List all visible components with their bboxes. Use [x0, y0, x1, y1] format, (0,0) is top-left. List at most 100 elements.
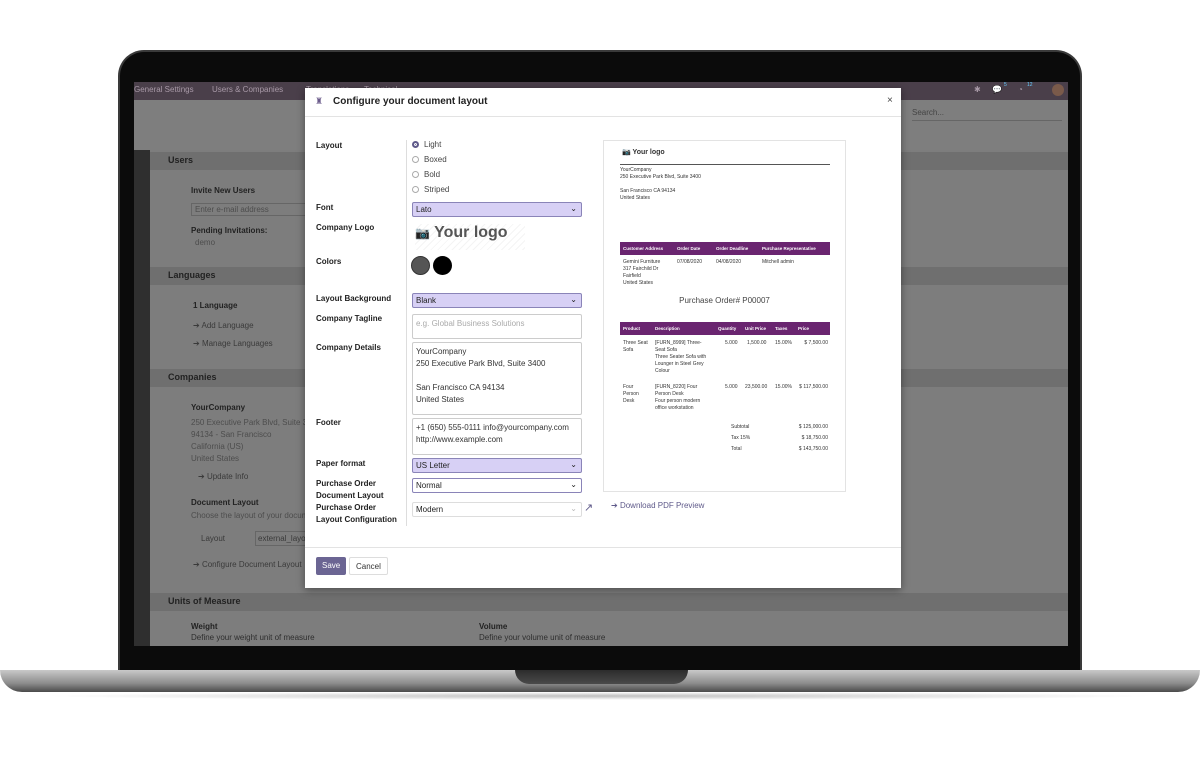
layout-background-value: Blank: [416, 296, 437, 305]
secondary-color-swatch[interactable]: [433, 256, 452, 275]
footer-input[interactable]: +1 (650) 555-0111 info@yourcompany.com h…: [412, 418, 582, 455]
radio-icon: [412, 156, 419, 163]
header-cell: Order Deadline: [716, 246, 749, 251]
header-cell: Taxes: [775, 326, 788, 331]
configure-layout-link[interactable]: ➔ Configure Document Layout: [193, 560, 302, 569]
header-cell: Price: [798, 326, 810, 331]
header-cell: Quantity: [718, 326, 737, 331]
preview-info-header: Customer Address Order Date Order Deadli…: [620, 242, 830, 255]
option-label: Boxed: [424, 155, 447, 164]
manage-languages-link[interactable]: ➔ Manage Languages: [193, 339, 273, 348]
po-document-layout-select[interactable]: Normal ⌄: [412, 478, 582, 493]
preview-title: Purchase Order# P00007: [679, 296, 770, 305]
details-line: United States: [416, 395, 465, 404]
layout-option-light[interactable]: Light: [412, 140, 441, 149]
update-info-link[interactable]: ➔ Update Info: [198, 472, 249, 481]
section-units: Units of Measure: [150, 593, 1068, 611]
chat-icon[interactable]: 💬: [992, 85, 1002, 94]
line1-unit: 1,500.00: [747, 340, 767, 346]
camera-icon: 📷: [415, 226, 430, 240]
line2-unit: 23,500.00: [745, 384, 768, 390]
company-details-label: Company Details: [316, 343, 381, 352]
option-label: Light: [424, 140, 442, 149]
layout-background-select[interactable]: Blank ⌄: [412, 293, 582, 308]
paper-format-select[interactable]: US Letter ⌄: [412, 458, 582, 473]
activity-icon[interactable]: ◔: [1018, 85, 1023, 94]
save-button[interactable]: Save: [316, 557, 347, 575]
layout-option-boxed[interactable]: Boxed: [412, 155, 447, 164]
preview-company-addr: 250 Executive Park Blvd, Suite 3400: [620, 174, 701, 180]
avatar[interactable]: [1052, 84, 1064, 96]
pending-user[interactable]: demo: [195, 238, 216, 247]
email-input[interactable]: Enter e-mail address: [191, 203, 311, 216]
paper-format-value: US Letter: [416, 461, 450, 470]
label-line: Layout Configuration: [316, 515, 397, 524]
bug-icon[interactable]: ✱: [974, 85, 981, 94]
company-addr3: California (US): [191, 442, 244, 451]
preview-customer: Gemini Furniture 317 Fairchild Dr Fairfiel…: [623, 259, 660, 287]
external-link-icon[interactable]: ↗: [584, 502, 594, 514]
download-pdf-preview-link[interactable]: ➔ Download PDF Preview: [611, 501, 704, 510]
weight-desc: Define your weight unit of measure: [191, 633, 315, 642]
activities-badge: 12: [1027, 82, 1033, 88]
layout-background-label: Layout Background: [316, 294, 392, 303]
document-layout-label: Document Layout: [191, 498, 259, 507]
line1-tax: 15.00%: [775, 340, 792, 346]
label-line: Purchase Order: [316, 503, 377, 512]
preview-lines-header: Product Description Quantity Unit Price …: [620, 322, 830, 335]
footer-line: http://www.example.com: [416, 435, 503, 444]
total-value: $ 143,750.00: [798, 446, 828, 452]
tagline-label: Company Tagline: [316, 314, 383, 323]
label-line: Document Layout: [316, 491, 384, 500]
line1-price: $ 7,500.00: [804, 340, 828, 346]
option-label: Striped: [424, 185, 450, 194]
close-icon[interactable]: ×: [887, 95, 893, 106]
desc-line: [FURN_8220] Four Person Desk: [655, 384, 698, 397]
invite-users-label: Invite New Users: [191, 186, 256, 195]
nav-users-companies[interactable]: Users & Companies: [212, 85, 284, 94]
arrow-right-icon: ➔: [611, 501, 618, 510]
line2-price: $ 117,500.00: [799, 384, 828, 390]
radio-icon: [412, 171, 419, 178]
search-input[interactable]: Search...: [912, 108, 1062, 121]
customer-line: Gemini Furniture: [623, 259, 661, 265]
po-document-layout-value: Normal: [416, 481, 442, 490]
radio-icon: [412, 186, 419, 193]
laptop-shadow: [40, 692, 1160, 700]
subtotal-label: Subtotal: [731, 424, 750, 430]
company-logo-label: Company Logo: [316, 223, 375, 232]
label-line: Purchase Order: [316, 479, 377, 488]
layout-option-bold[interactable]: Bold: [412, 170, 440, 179]
company-details-input[interactable]: YourCompany 250 Executive Park Blvd, Sui…: [412, 342, 582, 415]
preview-company-country: United States: [620, 195, 651, 201]
layout-label: Layout: [316, 141, 343, 150]
chevron-down-icon: ⌄: [570, 460, 577, 469]
footer-divider: [305, 547, 901, 548]
footer-label: Footer: [316, 418, 341, 427]
nav-general-settings[interactable]: General Settings: [134, 85, 194, 94]
company-addr2: 94134 - San Francisco: [191, 430, 272, 439]
header-cell: Purchase Representative: [762, 246, 816, 251]
line2-qty: 5.000: [725, 384, 738, 390]
tagline-input[interactable]: e.g. Global Business Solutions: [412, 314, 582, 339]
tax-value: $ 18,750.00: [801, 435, 828, 441]
manage-languages-label: Manage Languages: [201, 339, 273, 348]
add-language-link[interactable]: ➔ Add Language: [193, 321, 254, 330]
divider: [406, 140, 407, 526]
layout-option-striped[interactable]: Striped: [412, 185, 449, 194]
font-select[interactable]: Lato ⌄: [412, 202, 582, 217]
dialog-title: Configure your document layout: [333, 96, 488, 107]
paper-format-label: Paper format: [316, 459, 366, 468]
primary-color-swatch[interactable]: [411, 256, 430, 275]
sidebar: [134, 150, 150, 646]
radio-checked-icon: [412, 141, 419, 148]
po-layout-config-select[interactable]: Modern ⌄: [412, 502, 582, 517]
language-count: 1 Language: [193, 301, 238, 310]
company-logo-upload[interactable]: 📷 Your logo: [415, 224, 525, 250]
weight-label: Weight: [191, 622, 218, 631]
cancel-button[interactable]: Cancel: [349, 557, 388, 575]
company-name: YourCompany: [191, 403, 246, 412]
configure-layout-label: Configure Document Layout: [201, 560, 302, 569]
company-addr1: 250 Executive Park Blvd, Suite 3400: [191, 418, 321, 427]
preview-logo-text: Your logo: [632, 149, 665, 156]
